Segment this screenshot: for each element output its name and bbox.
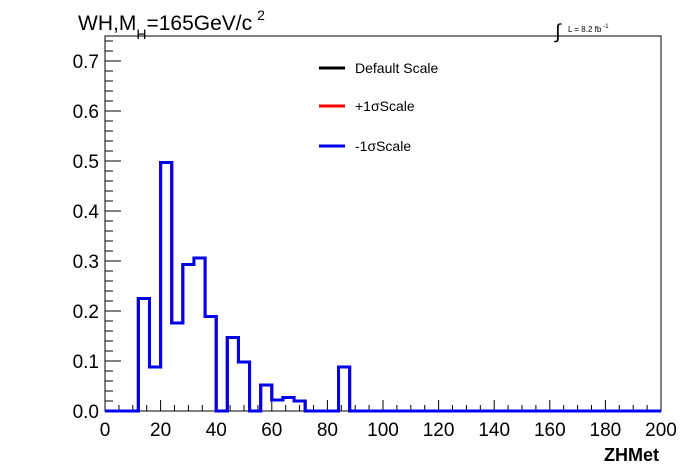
chart-title: WH,MH=165GeV/c 2 [78,7,265,42]
y-tick-label: 0.3 [73,252,99,273]
x-tick-label: 140 [478,420,510,441]
x-axis-label: ZHMet [604,445,659,465]
legend-label: Default Scale [355,60,438,76]
x-tick-label: 120 [423,420,455,441]
y-tick-label: 0.1 [73,352,99,373]
series-group [105,161,661,413]
integral-icon: ∫ [554,21,562,43]
y-tick-label: 0.5 [73,152,99,173]
y-axis: 0.0 0.1 0.2 0.3 0.4 0.5 0.6 0.7 [73,40,121,423]
x-tick-label: 40 [206,420,227,441]
lumi-superscript: -1 [603,24,609,30]
y-tick-label: 0.7 [73,52,99,73]
x-axis: 0 20 40 60 80 100 120 140 160 180 200 [100,400,677,441]
x-tick-label: 20 [150,420,171,441]
series-line-1 [105,161,661,413]
title-superscript: 2 [257,7,265,23]
title-main: WH,M [78,12,136,35]
lumi-label: L = 8.2 fb -1 [568,24,609,34]
plot-frame [104,35,662,412]
series-line-2 [105,161,661,413]
x-tick-label: 80 [317,420,338,441]
title-rest: =165GeV/c [146,12,252,35]
y-tick-label: 0.4 [73,202,100,223]
x-tick-label: 0 [100,420,111,441]
x-tick-label: 200 [645,420,677,441]
legend-label: +1σScale [355,98,415,114]
x-tick-label: 160 [534,420,566,441]
legend-label: -1σScale [355,138,411,154]
series-line-0 [105,161,661,413]
x-tick-label: 180 [590,420,622,441]
lumi-text: L = 8.2 fb [568,25,602,34]
legend: Default Scale +1σScale -1σScale [319,60,438,154]
y-tick-label: 0.0 [73,402,99,423]
title-subscript: H [136,26,146,42]
y-tick-label: 0.6 [73,102,99,123]
y-tick-label: 0.2 [73,302,99,323]
x-tick-label: 60 [261,420,282,441]
x-tick-label: 100 [367,420,399,441]
